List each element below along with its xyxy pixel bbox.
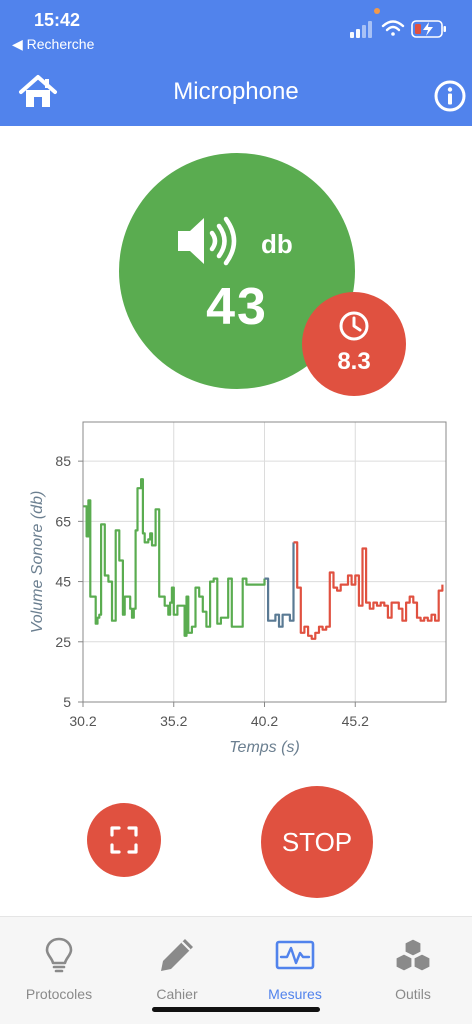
series-line-0 <box>83 478 266 637</box>
x-tick-label: 40.2 <box>251 713 278 729</box>
chart-grid <box>82 422 446 703</box>
y-tick-label: 85 <box>55 453 71 469</box>
home-icon[interactable] <box>18 74 58 110</box>
tab-outils[interactable]: Outils <box>354 917 472 1017</box>
chart-frame <box>82 421 447 703</box>
sound-volume-chart: 30.2 35.2 40.2 45.2 5 25 45 65 85 Temps (s) Volu… <box>29 421 447 756</box>
elapsed-time-value: 8.3 <box>337 348 371 375</box>
series-line-1 <box>264 542 295 628</box>
tab-label: Mesures <box>268 986 322 1002</box>
tab-label: Outils <box>395 986 431 1002</box>
lightbulb-icon <box>45 937 73 973</box>
tab-protocoles[interactable]: Protocoles <box>0 917 118 1017</box>
tab-label: Protocoles <box>25 986 93 1002</box>
speaker-icon <box>178 216 237 266</box>
series-line-2 <box>293 541 444 640</box>
x-tick-label: 30.2 <box>69 713 96 729</box>
tab-bar: Protocoles Cahier Mesures Outils <box>0 916 472 1024</box>
waveform-icon <box>275 940 315 970</box>
clock-icon <box>339 311 369 341</box>
info-icon[interactable] <box>434 80 466 112</box>
x-tick-label: 45.2 <box>342 713 369 729</box>
y-tick-label: 65 <box>55 513 71 529</box>
back-to-search-link[interactable]: ◀ Recherche <box>12 36 95 52</box>
status-icons <box>350 20 446 38</box>
expand-icon <box>110 826 138 854</box>
x-tick-label: 35.2 <box>160 713 187 729</box>
chart-series <box>83 478 444 640</box>
sound-unit-label: db <box>261 229 293 259</box>
tab-cahier[interactable]: Cahier <box>118 917 236 1017</box>
chart-y-axis-label: Volume Sonore (db) <box>29 491 46 634</box>
recording-indicator-icon <box>374 8 380 14</box>
chart-ticks: 30.2 35.2 40.2 45.2 5 25 45 65 85 <box>55 453 369 729</box>
y-tick-label: 45 <box>55 574 71 590</box>
pencil-icon <box>161 939 193 971</box>
fullscreen-button[interactable] <box>87 803 161 877</box>
signal-icon <box>350 21 372 38</box>
status-time: 15:42 <box>34 10 81 30</box>
stop-button[interactable]: STOP <box>261 786 373 898</box>
sound-level-value: 43 <box>206 278 268 336</box>
home-indicator <box>152 1007 320 1012</box>
page-title: Microphone <box>173 78 299 105</box>
chart-x-axis-label: Temps (s) <box>229 739 300 756</box>
elapsed-time-display: 8.3 <box>302 292 406 396</box>
y-tick-label: 25 <box>55 634 71 650</box>
tab-label: Cahier <box>156 986 198 1002</box>
cubes-icon <box>395 938 431 972</box>
y-tick-label: 5 <box>63 694 71 710</box>
tab-mesures[interactable]: Mesures <box>236 917 354 1017</box>
header-bar: 15:42 ◀ Recherche Microphone <box>0 0 472 126</box>
sound-level-display: db 43 <box>119 153 355 389</box>
wifi-icon <box>381 20 405 36</box>
battery-charging-icon <box>411 20 446 38</box>
